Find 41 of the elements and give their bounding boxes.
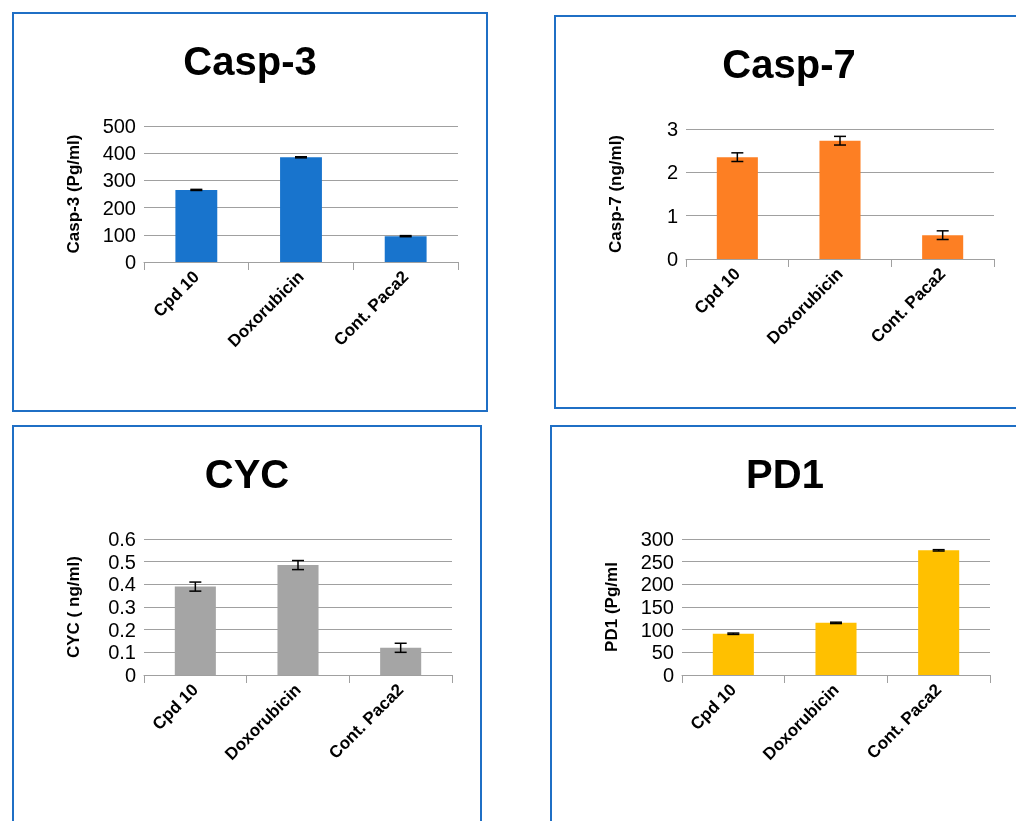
y-tick-label: 0.5 bbox=[108, 550, 136, 573]
y-tick-label: 0 bbox=[124, 251, 136, 273]
y-tick-label: 0.6 bbox=[108, 528, 136, 550]
y-tick-label: 250 bbox=[640, 550, 674, 573]
y-tick-label: 100 bbox=[102, 223, 136, 246]
y-axis-title: Casp-7 (ng/ml) bbox=[606, 134, 625, 254]
chart-title: PD1 bbox=[746, 452, 824, 496]
y-tick-label: 100 bbox=[640, 618, 674, 641]
y-tick-label: 3 bbox=[666, 118, 678, 140]
bar bbox=[815, 622, 857, 675]
y-tick-label: 0.4 bbox=[108, 573, 136, 596]
y-tick-label: 300 bbox=[640, 528, 674, 550]
y-tick-label: 500 bbox=[102, 115, 136, 137]
y-tick-label: 0.2 bbox=[108, 618, 136, 641]
bar bbox=[175, 189, 218, 262]
y-tick-label: 300 bbox=[102, 169, 136, 192]
y-tick-label: 0.1 bbox=[108, 641, 136, 664]
bar bbox=[712, 633, 754, 675]
y-axis-title: CYC ( ng/ml) bbox=[64, 556, 83, 658]
y-tick-label: 400 bbox=[102, 142, 136, 165]
y-tick-label: 50 bbox=[651, 641, 674, 664]
bar bbox=[384, 236, 427, 262]
y-tick-label: 0 bbox=[666, 248, 678, 270]
y-tick-label: 1 bbox=[666, 204, 678, 227]
y-tick-label: 0 bbox=[662, 664, 674, 686]
bar bbox=[922, 235, 964, 259]
bar bbox=[918, 550, 960, 675]
chart-title: CYC bbox=[204, 452, 290, 496]
y-axis-title: PD1 (Pg/ml bbox=[602, 562, 621, 652]
chart-title: Casp-3 bbox=[183, 39, 317, 83]
y-tick-label: 150 bbox=[640, 596, 674, 618]
bar bbox=[819, 140, 861, 259]
bar bbox=[280, 157, 322, 262]
y-tick-label: 2 bbox=[666, 161, 678, 184]
bar bbox=[716, 157, 758, 259]
chart-title: Casp-7 bbox=[722, 42, 856, 86]
y-tick-label: 200 bbox=[640, 573, 674, 596]
y-tick-label: 0.3 bbox=[108, 596, 136, 618]
y-axis-title: Casp-3 (Pg/ml) bbox=[64, 134, 83, 254]
y-tick-label: 0 bbox=[124, 664, 136, 686]
y-tick-label: 200 bbox=[102, 196, 136, 219]
